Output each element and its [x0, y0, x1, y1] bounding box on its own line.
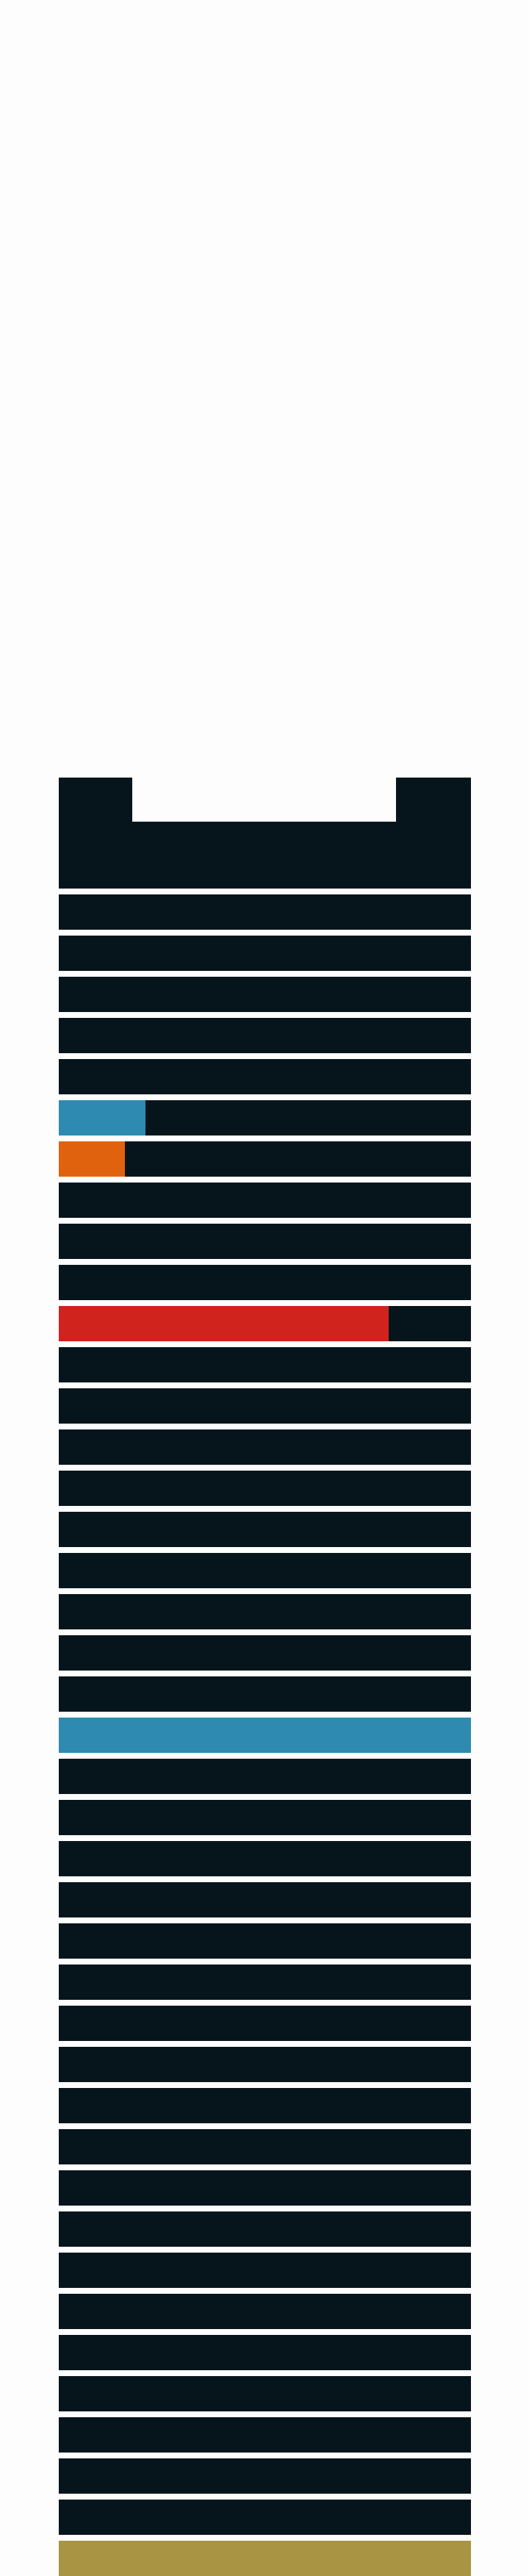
bar-row: [59, 1882, 471, 1917]
bar-row: [59, 1635, 471, 1671]
bar-row: [59, 2417, 471, 2453]
bar-row: [59, 2376, 471, 2411]
bar-row: [59, 1059, 471, 1094]
bar-row: [59, 936, 471, 971]
bar-row: [59, 2129, 471, 2164]
bar-row: [59, 2170, 471, 2206]
bar-row: [59, 1183, 471, 1218]
bar-row: [59, 2253, 471, 2288]
bar-row: [59, 1594, 471, 1629]
bar-row: [59, 2500, 471, 2535]
bar-row: [59, 1306, 471, 1341]
bar-row: [59, 2047, 471, 2082]
bar-row: [59, 2541, 471, 2576]
bar-row: [59, 1759, 471, 1794]
bar-fill: [59, 1100, 145, 1135]
bar-row: [59, 1141, 471, 1177]
bar-fill: [59, 1306, 389, 1341]
bar-row: [59, 1965, 471, 2000]
bar-row: [59, 1923, 471, 1959]
bar-fill: [59, 2541, 471, 2576]
bar-row: [59, 1800, 471, 1835]
bar-row: [59, 1512, 471, 1547]
bar-row: [59, 1718, 471, 1753]
bar-row: [59, 2294, 471, 2329]
bar-row: [59, 1224, 471, 1259]
header-block: [59, 778, 471, 889]
bar-row: [59, 1388, 471, 1424]
bar-row: [59, 977, 471, 1012]
bar-row: [59, 2211, 471, 2247]
bar-row: [59, 1676, 471, 1712]
bar-row: [59, 1429, 471, 1465]
bar-row: [59, 1347, 471, 1382]
bar-stack: [59, 778, 471, 2576]
bar-row: [59, 1100, 471, 1135]
bar-row: [59, 1553, 471, 1588]
bar-row: [59, 2088, 471, 2123]
bar-row: [59, 1265, 471, 1300]
bar-row: [59, 1018, 471, 1053]
bar-row: [59, 1471, 471, 1506]
bar-row: [59, 2458, 471, 2494]
bar-fill: [59, 1141, 125, 1177]
bar-row: [59, 2335, 471, 2370]
bar-row: [59, 894, 471, 930]
bar-row: [59, 1841, 471, 1876]
bar-fill: [59, 1718, 471, 1753]
header-notch: [132, 778, 396, 822]
bar-row: [59, 2006, 471, 2041]
